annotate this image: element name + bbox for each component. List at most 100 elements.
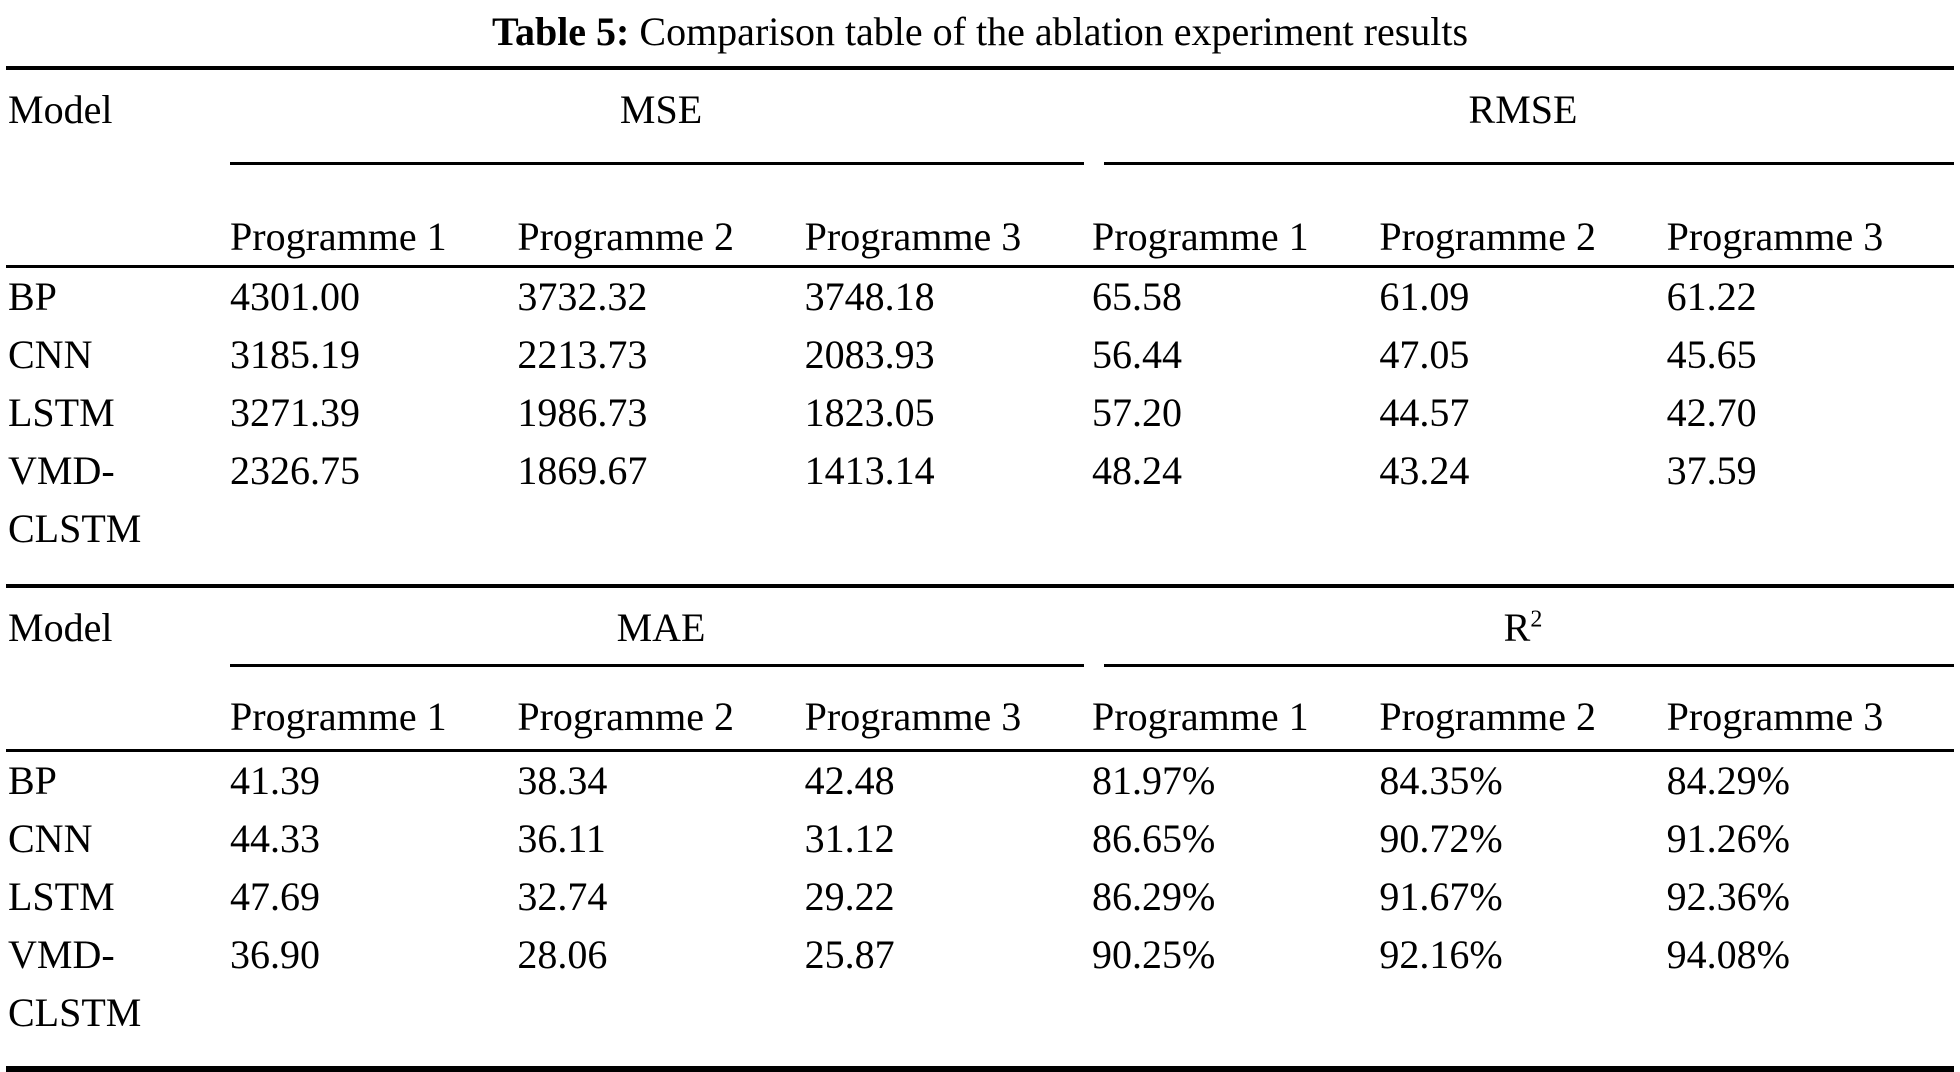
table-row: CNN 44.33 36.11 31.12 86.65% 90.72% 91.2… (6, 810, 1954, 868)
column-header: Programme 3 (1666, 694, 1884, 739)
value-cell: 94.08% (1666, 932, 1790, 977)
table-row: LSTM 47.69 32.74 29.22 86.29% 91.67% 92.… (6, 868, 1954, 926)
value-cell: 61.09 (1379, 274, 1470, 319)
value-cell: 56.44 (1092, 332, 1182, 377)
value-cell: 42.48 (804, 758, 895, 803)
value-cell: 2083.93 (804, 332, 935, 377)
table-section-mse-rmse: Model MSE RMSE Programme 1 Programme 2 P… (6, 70, 1954, 584)
value-cell: 92.36% (1666, 874, 1790, 919)
value-cell: 84.35% (1379, 758, 1503, 803)
value-cell: 36.90 (230, 932, 321, 977)
table-row: VMD-CLSTM 36.90 28.06 25.87 90.25% 92.16… (6, 926, 1954, 1066)
r2-partial-rule (1092, 664, 1954, 667)
value-cell: 28.06 (517, 932, 608, 977)
column-header: Programme 2 (517, 214, 734, 259)
value-cell: 44.33 (230, 816, 321, 861)
value-cell: 2213.73 (517, 332, 648, 377)
value-cell: 42.70 (1666, 390, 1757, 435)
model-cell: LSTM (8, 874, 115, 919)
column-header: Programme 1 (230, 214, 447, 259)
group-name: MAE (616, 605, 706, 650)
value-cell: 44.57 (1379, 390, 1470, 435)
model-header-spacer (6, 213, 230, 265)
value-cell: 3748.18 (804, 274, 935, 319)
model-header-spacer (6, 693, 230, 749)
value-cell: 25.87 (804, 932, 895, 977)
value-cell: 31.12 (804, 816, 895, 861)
table-row: BP 41.39 38.34 42.48 81.97% 84.35% 84.29… (6, 752, 1954, 810)
value-cell: 91.26% (1666, 816, 1790, 861)
value-cell: 1413.14 (804, 448, 935, 493)
partial-rule-spacer (6, 162, 230, 165)
programme-header-row: Programme 1 Programme 2 Programme 3 Prog… (6, 667, 1954, 749)
group-partial-rules (6, 664, 1954, 667)
value-cell: 84.29% (1666, 758, 1790, 803)
value-cell: 4301.00 (230, 274, 361, 319)
column-header: Programme 1 (1092, 694, 1309, 739)
column-header: Programme 3 (804, 214, 1022, 259)
model-cell: BP (8, 758, 57, 803)
value-cell: 48.24 (1092, 448, 1182, 493)
model-column-header: Model (8, 87, 113, 132)
value-cell: 86.29% (1092, 874, 1216, 919)
value-cell: 90.25% (1092, 932, 1216, 977)
table-section-mae-r2: Model MAE R2 Programme 1 Programme 2 Pro… (6, 588, 1954, 1066)
value-cell: 81.97% (1092, 758, 1216, 803)
column-header: Programme 1 (230, 694, 447, 739)
value-cell: 1986.73 (517, 390, 648, 435)
value-cell: 90.72% (1379, 816, 1503, 861)
table-bottom-rule (6, 1066, 1954, 1072)
model-cell: CNN (8, 332, 93, 377)
value-cell: 61.22 (1666, 274, 1757, 319)
value-cell: 92.16% (1379, 932, 1503, 977)
model-cell: BP (8, 274, 57, 319)
column-group-header-mse: MSE (230, 86, 1092, 162)
table-row: BP 4301.00 3732.32 3748.18 65.58 61.09 6… (6, 268, 1954, 326)
value-cell: 32.74 (517, 874, 608, 919)
column-group-header-mae: MAE (230, 604, 1092, 664)
group-name: MSE (619, 87, 703, 132)
table-row: VMD-CLSTM 2326.75 1869.67 1413.14 48.24 … (6, 442, 1954, 584)
group-name: R (1503, 605, 1531, 650)
mse-partial-rule (230, 162, 1092, 165)
partial-rule-spacer (6, 664, 230, 667)
value-cell: 3732.32 (517, 274, 648, 319)
table-caption-text: Comparison table of the ablation experim… (629, 9, 1469, 54)
model-cell: LSTM (8, 390, 115, 435)
column-header: Programme 3 (804, 694, 1022, 739)
model-cell: VMD-CLSTM (8, 448, 142, 551)
value-cell: 3271.39 (230, 390, 361, 435)
column-header: Programme 2 (1379, 214, 1596, 259)
value-cell: 65.58 (1092, 274, 1182, 319)
value-cell: 86.65% (1092, 816, 1216, 861)
column-group-header-rmse: RMSE (1092, 86, 1954, 162)
table-row: CNN 3185.19 2213.73 2083.93 56.44 47.05 … (6, 326, 1954, 384)
header-body-rule (6, 265, 1954, 268)
section-divider-rule (6, 584, 1954, 588)
column-header: Programme 1 (1092, 214, 1309, 259)
value-cell: 57.20 (1092, 390, 1182, 435)
group-name: RMSE (1468, 87, 1578, 132)
value-cell: 1869.67 (517, 448, 648, 493)
column-header: Programme 3 (1666, 214, 1884, 259)
value-cell: 29.22 (804, 874, 895, 919)
value-cell: 47.69 (230, 874, 321, 919)
group-header-row: Model MAE R2 (6, 588, 1954, 664)
programme-header-row: Programme 1 Programme 2 Programme 3 Prog… (6, 165, 1954, 265)
value-cell: 45.65 (1666, 332, 1757, 377)
group-partial-rules (6, 162, 1954, 165)
table-caption-label: Table 5: (491, 9, 630, 54)
table-top-rule (6, 66, 1954, 70)
table-caption: Table 5: Comparison table of the ablatio… (6, 0, 1954, 66)
value-cell: 36.11 (517, 816, 606, 861)
value-cell: 1823.05 (804, 390, 935, 435)
value-cell: 2326.75 (230, 448, 361, 493)
model-cell: VMD-CLSTM (8, 932, 142, 1035)
value-cell: 91.67% (1379, 874, 1503, 919)
value-cell: 38.34 (517, 758, 608, 803)
column-header: Programme 2 (1379, 694, 1596, 739)
model-column-header: Model (8, 605, 113, 650)
value-cell: 41.39 (230, 758, 321, 803)
value-cell: 3185.19 (230, 332, 361, 377)
